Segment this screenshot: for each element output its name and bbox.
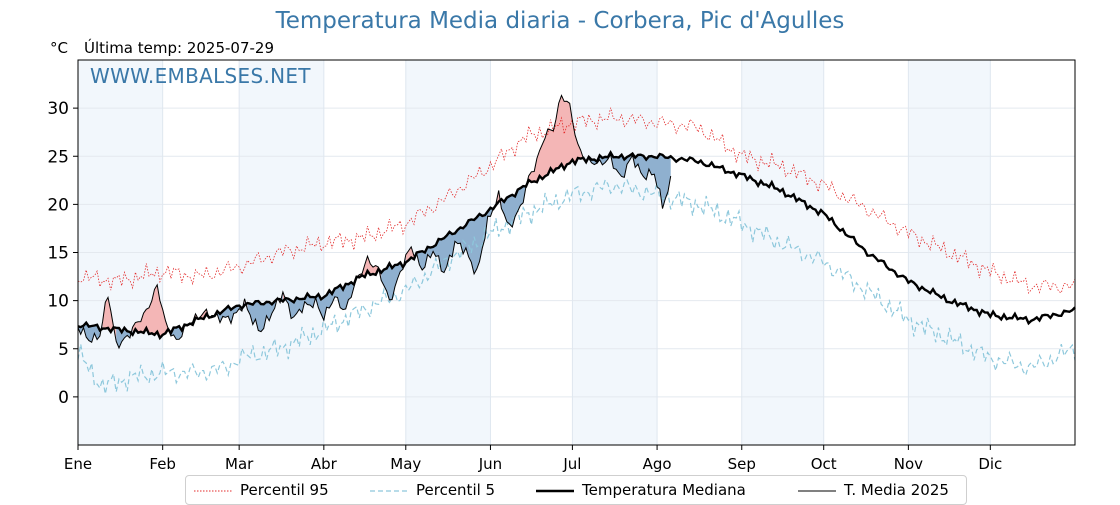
y-tick-label: 0 [58, 388, 69, 408]
chart-title: Temperatura Media diaria - Corbera, Pic … [275, 8, 845, 34]
x-tick-label: Oct [811, 455, 837, 473]
y-tick-label: 5 [58, 340, 69, 360]
legend-label: Temperatura Mediana [582, 481, 746, 499]
y-tick-label: 25 [47, 147, 69, 167]
unit-label: °C [50, 39, 68, 57]
series-line-2025 [77, 94, 672, 350]
x-tick-label: Jul [562, 455, 581, 473]
x-tick-label: Ago [643, 455, 672, 473]
fill-above-median [526, 95, 584, 187]
series-line-percentil-5 [77, 178, 1076, 395]
x-tick-label: Nov [894, 455, 923, 473]
fill-below-median [501, 186, 526, 227]
x-tick-label: Dic [978, 455, 1002, 473]
x-tick-label: Mar [225, 455, 254, 473]
y-axis-ticks: 0 5 10 15 20 25 30 [47, 99, 78, 408]
legend-label: Percentil 5 [416, 481, 496, 499]
x-tick-label: May [390, 455, 421, 473]
x-tick-label: Sep [728, 455, 756, 473]
y-tick-label: 10 [47, 292, 69, 312]
legend-label: Percentil 95 [240, 481, 329, 499]
series-line-mediana [77, 149, 1076, 341]
last-temp-label: Última temp: 2025-07-29 [84, 39, 275, 57]
legend: Percentil 95 Percentil 5 Temperatura Med… [185, 475, 967, 505]
y-tick-label: 30 [47, 99, 69, 119]
y-tick-label: 20 [47, 195, 69, 215]
x-tick-label: Feb [149, 455, 176, 473]
series-line-percentil-95 [77, 107, 1076, 295]
x-tick-label: Jun [478, 455, 502, 473]
y-tick-label: 15 [47, 244, 69, 264]
fill-above-median [102, 297, 117, 342]
x-tick-label: Abr [311, 455, 338, 473]
fill-below-median [381, 254, 406, 300]
x-tick-label: Ene [64, 455, 92, 473]
fill-above-median [132, 284, 171, 338]
x-axis-ticks: Ene Feb Mar Abr May Jun Jul Ago Sep Oct Nov Dic [64, 445, 1002, 473]
fill-below-median [247, 297, 278, 332]
series-lines [77, 94, 1076, 395]
legend-label: T. Media 2025 [844, 481, 949, 499]
fill-below-median [285, 274, 360, 321]
fill-below-median [588, 152, 671, 209]
watermark: WWW.EMBALSES.NET [90, 64, 311, 88]
